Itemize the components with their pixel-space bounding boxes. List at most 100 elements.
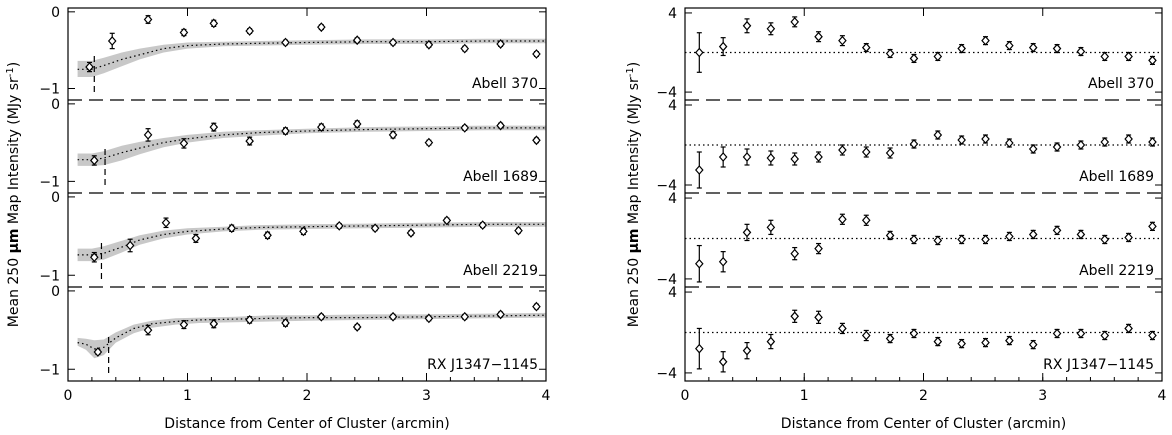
diamond-marker	[909, 53, 919, 64]
data-point	[861, 146, 871, 158]
y-axis-label-part: Map Intensity (MJy sr	[626, 77, 642, 229]
data-point	[496, 39, 505, 49]
y-axis-label-part: μm	[6, 229, 22, 254]
diamond-marker	[1148, 330, 1157, 341]
data-point	[209, 318, 219, 329]
data-point	[742, 341, 752, 360]
data-point	[1124, 134, 1133, 144]
diamond-marker	[933, 336, 943, 347]
y-tick-label: −1	[39, 174, 60, 190]
data-point	[263, 230, 272, 241]
data-point	[1076, 328, 1086, 339]
x-tick-label: 1	[183, 388, 192, 404]
data-point	[909, 328, 919, 339]
diamond-marker	[790, 248, 800, 259]
y-tick-label: 0	[51, 5, 60, 21]
diamond-marker	[766, 153, 776, 163]
diamond-marker	[424, 39, 434, 50]
diamond-marker	[718, 41, 728, 52]
y-tick-label: 4	[668, 191, 677, 207]
diamond-marker	[1028, 42, 1038, 53]
model-line	[77, 223, 546, 256]
data-point	[89, 251, 99, 263]
diamond-marker	[1005, 138, 1014, 148]
diamond-marker	[981, 337, 990, 348]
data-point	[957, 135, 966, 145]
cluster-label: Abell 1689	[1079, 169, 1154, 185]
y-tick-label: −1	[39, 268, 60, 284]
data-point	[179, 138, 189, 149]
diamond-marker	[496, 309, 505, 320]
diamond-marker	[317, 122, 326, 133]
diamond-marker	[885, 333, 895, 344]
diamond-marker	[1005, 335, 1014, 346]
diamond-marker	[388, 37, 398, 48]
diamond-marker	[1100, 330, 1110, 341]
data-point	[814, 310, 823, 324]
data-point	[143, 324, 153, 336]
x-axis-label: Distance from Center of Cluster (arcmin)	[164, 416, 449, 432]
model-band	[77, 222, 546, 262]
cluster-label: Abell 370	[1088, 76, 1154, 92]
cluster-label: Abell 1689	[463, 169, 538, 185]
data-point	[179, 27, 189, 38]
x-tick-label: 3	[1038, 388, 1047, 404]
data-point	[245, 136, 254, 146]
data-point	[909, 234, 919, 245]
diamond-marker	[885, 230, 895, 241]
diamond-marker	[191, 233, 201, 244]
diamond-marker	[460, 311, 470, 322]
data-point	[766, 150, 776, 166]
data-point	[838, 213, 847, 225]
data-point	[838, 35, 847, 47]
diamond-marker	[695, 165, 704, 175]
cluster-label: RX J1347−1145	[1043, 357, 1154, 373]
data-point	[424, 137, 434, 148]
diamond-marker	[179, 138, 189, 149]
y-tick-label: 4	[668, 6, 677, 22]
data-point	[885, 48, 895, 59]
diamond-marker	[460, 43, 470, 54]
diamond-marker	[317, 311, 326, 322]
diamond-marker	[1076, 328, 1086, 339]
data-point	[885, 333, 895, 344]
diamond-marker	[838, 35, 847, 46]
cluster-label: Abell 2219	[463, 263, 538, 279]
diamond-marker	[532, 49, 541, 59]
data-point	[496, 309, 505, 320]
data-point	[814, 242, 823, 255]
data-point	[209, 122, 219, 133]
diamond-marker	[742, 227, 752, 238]
data-point	[388, 37, 398, 48]
data-point	[514, 225, 523, 236]
x-tick-label: 0	[64, 388, 73, 404]
y-axis-label-part: -1	[5, 67, 16, 77]
y-axis-label: Mean 250 μm Map Intensity (MJy sr-1)	[625, 62, 642, 327]
model-line	[77, 40, 546, 70]
data-point	[838, 144, 847, 156]
data-point	[766, 333, 776, 350]
y-tick-label: 4	[668, 98, 677, 114]
data-point	[1076, 229, 1086, 240]
x-tick-label: 1	[800, 388, 809, 404]
data-point	[981, 234, 990, 245]
diamond-marker	[89, 252, 99, 263]
y-tick-label: 4	[668, 285, 677, 301]
data-point	[352, 322, 362, 332]
data-point	[460, 43, 470, 54]
data-point	[909, 139, 919, 149]
diamond-marker	[790, 311, 800, 322]
data-point	[790, 152, 800, 166]
data-point	[317, 122, 326, 133]
diamond-marker	[957, 135, 966, 145]
data-point	[957, 43, 966, 54]
diamond-marker	[718, 256, 728, 267]
diamond-marker	[496, 39, 505, 49]
data-point	[532, 135, 541, 146]
diamond-marker	[814, 152, 823, 162]
diamond-marker	[352, 322, 362, 332]
y-axis-label-part: Map Intensity (MJy sr	[6, 77, 22, 229]
y-tick-label: 0	[51, 284, 60, 300]
data-point	[1148, 137, 1157, 147]
